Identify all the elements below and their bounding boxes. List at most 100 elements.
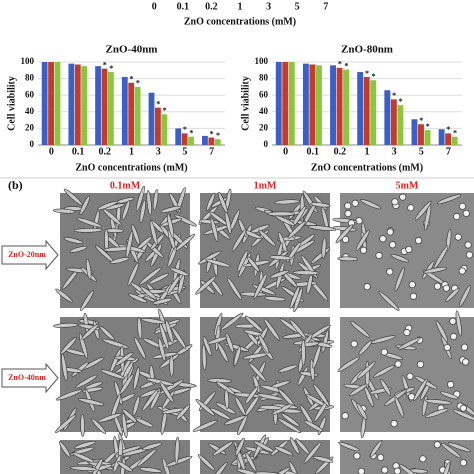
cell	[149, 219, 164, 234]
y-tick-label: 20	[259, 122, 269, 132]
y-axis-title: Cell viability	[6, 76, 17, 131]
cell	[142, 442, 163, 451]
bar	[121, 76, 128, 145]
bar	[175, 128, 182, 145]
bar	[95, 66, 101, 145]
cell	[388, 241, 397, 249]
cell	[140, 286, 157, 300]
cell	[175, 404, 191, 421]
bar	[357, 71, 364, 145]
cell	[363, 283, 371, 291]
cell	[121, 413, 128, 439]
cell	[464, 241, 472, 249]
bar	[288, 62, 295, 145]
significance-marker: *	[210, 129, 214, 138]
cell	[244, 386, 259, 405]
bar	[302, 63, 309, 145]
bar	[282, 62, 289, 145]
cell	[159, 381, 174, 403]
cell	[239, 291, 267, 297]
cell	[277, 418, 302, 434]
cell	[150, 243, 162, 267]
x-tick-label: 1	[129, 146, 134, 157]
bar	[336, 67, 343, 145]
cell	[174, 436, 180, 464]
cell	[353, 452, 361, 460]
cell	[170, 267, 190, 277]
cell	[192, 420, 218, 432]
cell	[207, 336, 228, 345]
column-header: 0.1mM	[110, 180, 141, 191]
chart-title: ZnO-80nm	[341, 44, 393, 56]
cell	[355, 217, 363, 225]
cell	[85, 258, 92, 280]
cell	[455, 310, 462, 337]
significance-marker: *	[419, 116, 423, 125]
cell	[378, 291, 400, 311]
y-tick-label: 60	[259, 89, 269, 99]
x-axis-title: ZnO concentrations (mM)	[75, 162, 187, 173]
significance-marker: *	[216, 131, 220, 140]
cell	[407, 204, 415, 212]
bar	[188, 136, 194, 145]
cell	[55, 389, 83, 401]
cell	[116, 461, 133, 473]
cell	[351, 199, 359, 207]
cell	[58, 441, 71, 458]
significance-marker: *	[183, 125, 187, 134]
bar	[81, 66, 88, 145]
cell	[465, 251, 474, 259]
cell	[122, 408, 138, 423]
cell	[313, 383, 330, 407]
cell	[148, 273, 170, 285]
bar	[128, 82, 135, 145]
cell	[281, 413, 300, 427]
cell	[449, 332, 458, 341]
bar	[309, 64, 316, 145]
cell	[220, 312, 244, 331]
cell	[141, 318, 165, 324]
bar	[48, 62, 54, 145]
cell	[102, 208, 122, 226]
cell	[307, 225, 337, 231]
significance-marker: *	[130, 75, 134, 84]
cell	[344, 209, 352, 218]
cell	[60, 337, 77, 355]
bar	[438, 129, 445, 145]
cell	[63, 237, 84, 244]
cell	[264, 296, 286, 302]
cell	[419, 455, 427, 463]
y-tick-label: 60	[25, 89, 35, 99]
cell	[247, 256, 260, 272]
cell	[447, 380, 455, 389]
bar	[445, 133, 452, 145]
bar	[134, 86, 141, 145]
cell	[133, 337, 147, 360]
cell	[167, 213, 175, 239]
x-tick-label: 5	[295, 1, 300, 12]
cell	[303, 420, 324, 432]
x-tick-label: 7	[323, 1, 328, 12]
cell	[414, 200, 432, 221]
cell	[127, 262, 139, 286]
micrograph	[338, 440, 474, 474]
cell	[442, 284, 451, 292]
cell	[266, 467, 291, 474]
cell	[244, 451, 257, 472]
cell	[375, 251, 383, 260]
x-tick-label: 1	[365, 146, 370, 157]
cell	[165, 319, 174, 344]
cell	[139, 199, 146, 224]
chart-title: ZnO-40nm	[106, 44, 158, 56]
cell	[119, 374, 134, 395]
cell	[80, 290, 94, 312]
bar	[390, 99, 397, 145]
x-tick-label: 0.2	[334, 146, 347, 157]
cell	[380, 378, 391, 396]
bar	[41, 62, 48, 145]
cell	[386, 228, 394, 236]
cell	[301, 339, 306, 366]
cell	[234, 396, 246, 416]
cell	[195, 398, 216, 417]
cell	[209, 278, 223, 296]
